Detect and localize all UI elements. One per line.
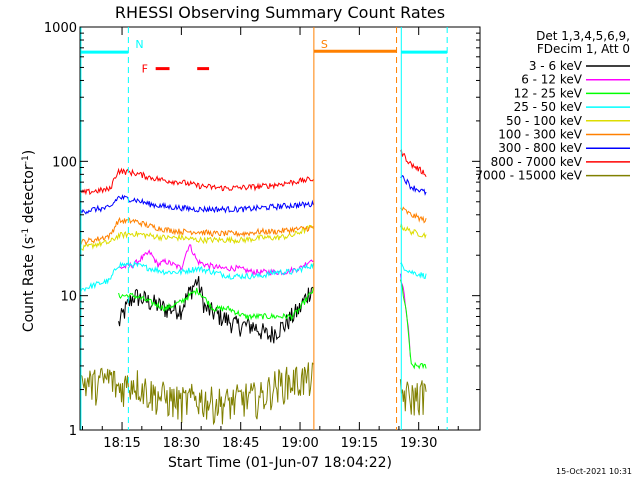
legend-label-2: 12 - 25 keV bbox=[514, 86, 583, 100]
footer-date: 15-Oct-2021 10:31 bbox=[556, 467, 632, 476]
legend-header-line-1: Det 1,3,4,5,6,9, bbox=[536, 29, 630, 43]
legend-label-7: 800 - 7000 keV bbox=[491, 155, 583, 169]
state-label-S: S bbox=[321, 38, 328, 51]
series-line-7000-15000keV bbox=[80, 362, 427, 426]
legend-label-8: 7000 - 15000 keV bbox=[475, 169, 582, 183]
y-axis-label-sup-2: -1 bbox=[21, 155, 31, 164]
x-tick-label-19:30: 19:30 bbox=[400, 436, 437, 451]
legend-label-4: 50 - 100 keV bbox=[506, 114, 583, 128]
x-tick-label-18:45: 18:45 bbox=[222, 436, 259, 451]
y-axis: 1 10 100 1000 bbox=[44, 21, 480, 439]
y-axis-label-sup-1: -1 bbox=[21, 228, 31, 237]
chart-title: RHESSI Observing Summary Count Rates bbox=[115, 3, 445, 22]
legend-header-line-2: FDecim 1, Att 0 bbox=[537, 42, 630, 56]
x-axis: 18:15 18:30 18:45 19:00 19:15 19:30 bbox=[81, 27, 459, 451]
legend-label-3: 25 - 50 keV bbox=[514, 100, 583, 114]
x-tick-label-19:00: 19:00 bbox=[281, 436, 318, 451]
y-axis-label-part-3: ) bbox=[21, 150, 37, 155]
y-tick-label-100: 100 bbox=[52, 155, 77, 170]
series-line-25-50keV bbox=[80, 260, 427, 293]
x-tick-label-18:15: 18:15 bbox=[103, 436, 140, 451]
y-tick-label-1000: 1000 bbox=[44, 21, 77, 36]
legend-label-6: 300 - 800 keV bbox=[498, 141, 582, 155]
y-axis-label: Count Rate (s-1 detector-1) bbox=[21, 150, 37, 332]
x-tick-label-19:15: 19:15 bbox=[341, 436, 378, 451]
plot-area: N S F bbox=[79, 26, 481, 431]
series-line-12-25keV bbox=[118, 279, 427, 370]
state-label-N: N bbox=[135, 38, 143, 51]
series-line-3-6keV bbox=[118, 276, 314, 344]
y-tick-label-10: 10 bbox=[60, 290, 77, 305]
y-axis-label-part-2: detector bbox=[21, 164, 37, 228]
x-tick-label-18:30: 18:30 bbox=[163, 436, 200, 451]
series-line-6-12keV bbox=[118, 244, 411, 357]
legend-label-0: 3 - 6 keV bbox=[529, 59, 583, 73]
legend-label-5: 100 - 300 keV bbox=[498, 128, 582, 142]
series-line-800-7000keV bbox=[80, 148, 427, 196]
flag-label-F: F bbox=[142, 63, 148, 76]
legend: Det 1,3,4,5,6,9, FDecim 1, Att 0 3 - 6 k… bbox=[475, 29, 630, 183]
y-axis-label-part-1: Count Rate (s bbox=[21, 237, 37, 332]
series-line-300-800keV bbox=[80, 175, 427, 215]
plot-frame bbox=[79, 26, 481, 431]
series-line-50-100keV bbox=[80, 223, 427, 251]
x-axis-label: Start Time (01-Jun-07 18:04:22) bbox=[168, 455, 392, 471]
y-tick-label-1: 1 bbox=[69, 424, 77, 439]
series-line-100-300keV bbox=[80, 206, 427, 246]
legend-label-1: 6 - 12 keV bbox=[521, 73, 583, 87]
